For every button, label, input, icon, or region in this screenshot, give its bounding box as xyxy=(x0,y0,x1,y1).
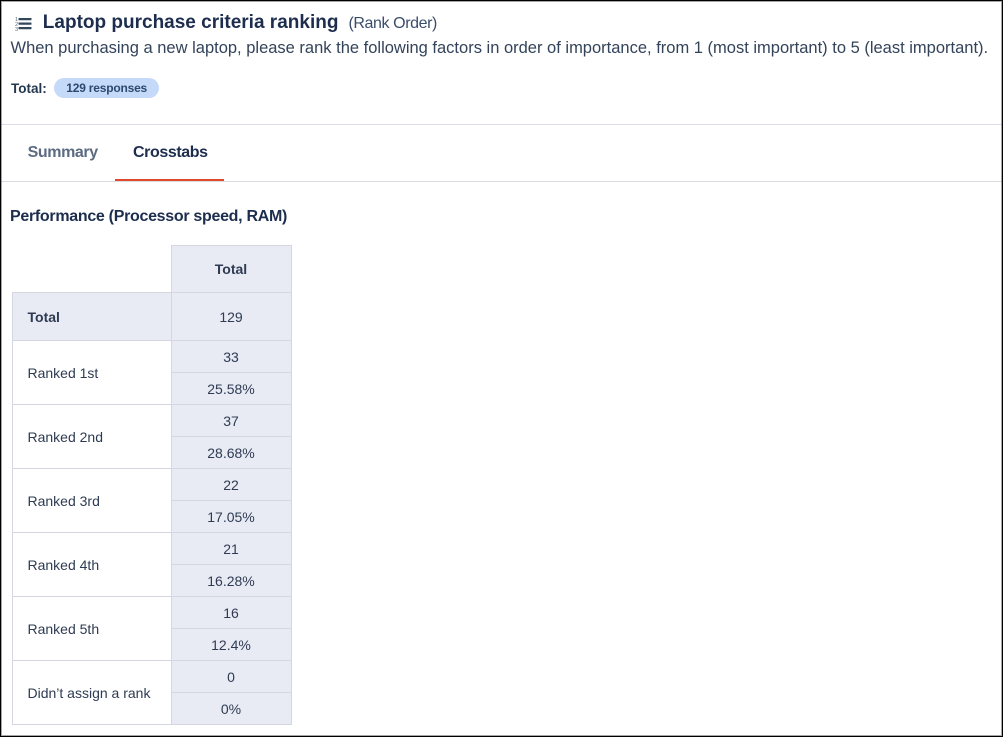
svg-text:3: 3 xyxy=(15,27,18,33)
svg-text:1: 1 xyxy=(15,17,18,23)
svg-text:2: 2 xyxy=(15,22,18,28)
